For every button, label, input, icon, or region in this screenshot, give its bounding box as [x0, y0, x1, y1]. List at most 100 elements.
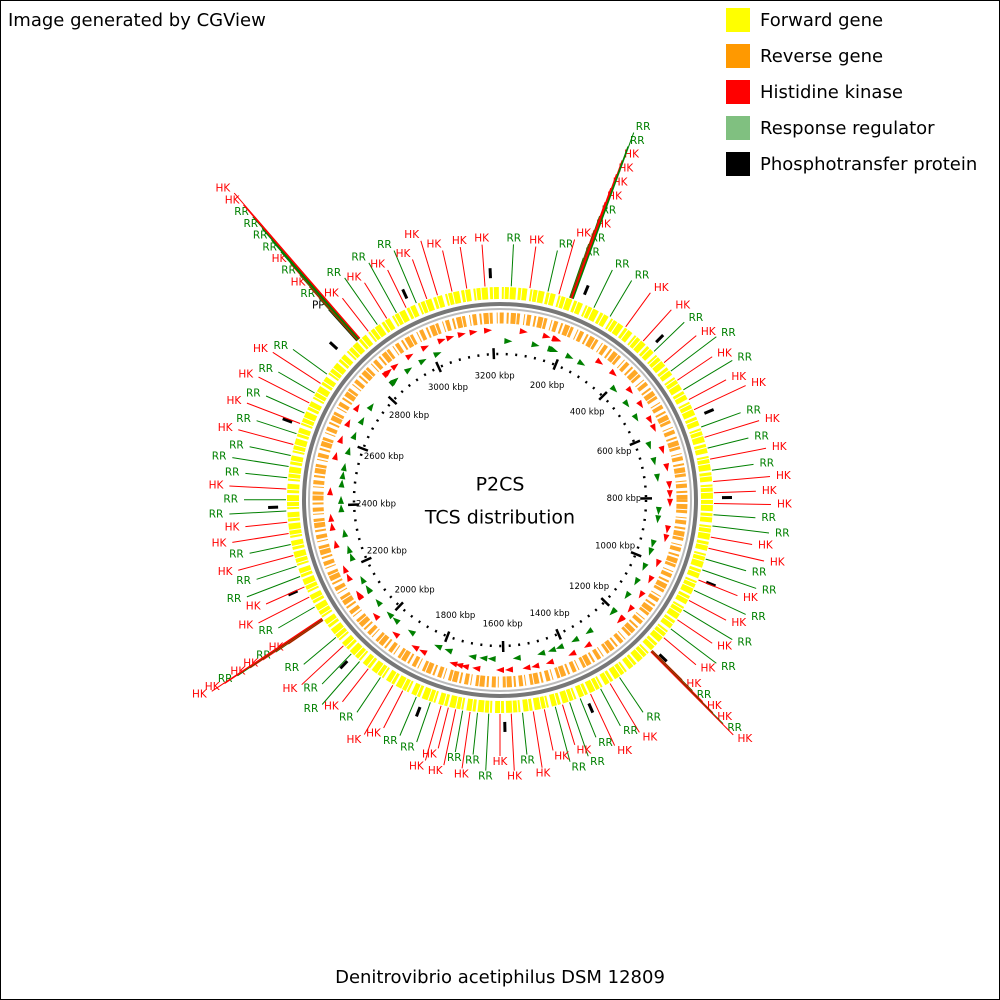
feature-label: HK — [404, 229, 420, 241]
feature-line — [321, 653, 352, 685]
feature-glyph — [627, 604, 635, 613]
feature-glyph — [667, 498, 674, 507]
feature-glyph — [665, 525, 672, 534]
feature-label: HK — [576, 228, 592, 240]
reverse-gene-track — [312, 312, 688, 688]
feature-line — [677, 619, 713, 644]
feature-line — [278, 371, 315, 394]
feature-line — [481, 244, 486, 287]
feature-glyph — [512, 654, 522, 661]
legend-swatch — [726, 44, 750, 68]
feature-line — [232, 457, 289, 468]
feature-glyph — [479, 655, 488, 662]
feature-label: HK — [554, 750, 570, 762]
feature-glyph — [350, 553, 356, 562]
feature-label: HK — [654, 282, 670, 294]
feature-label: HK — [737, 733, 753, 745]
legend-swatch — [726, 116, 750, 140]
feature-label: HK — [452, 235, 468, 247]
feature-line — [600, 688, 621, 727]
feature-line — [670, 628, 717, 664]
feature-glyph — [346, 573, 353, 583]
feature-line — [393, 250, 417, 304]
feature-line — [364, 282, 388, 319]
tick-label: 1200 kbp — [569, 582, 609, 592]
feature-line — [387, 269, 407, 308]
feature-label: RR — [761, 512, 776, 524]
feature-label: HK — [272, 253, 288, 265]
feature-label: RR — [689, 312, 704, 324]
feature-line — [711, 463, 754, 471]
feature-line — [233, 192, 361, 339]
feature-glyph — [338, 504, 345, 513]
feature-label: HK — [686, 678, 702, 690]
feature-label: RR — [281, 265, 296, 277]
feature-line — [416, 702, 431, 743]
feature-glyph — [360, 576, 367, 585]
feature-label: HK — [474, 233, 490, 245]
feature-label: RR — [212, 451, 227, 463]
feature-label: RR — [377, 239, 392, 251]
feature-glyph — [649, 423, 656, 432]
legend-swatch — [726, 152, 750, 176]
map-title: P2CS — [476, 474, 525, 496]
feature-label: RR — [636, 121, 651, 133]
legend-swatch — [726, 8, 750, 32]
backbone-inner — [308, 308, 692, 692]
feature-label: HK — [426, 239, 442, 251]
feature-label: HK — [347, 272, 363, 284]
feature-glyph — [648, 547, 655, 556]
feature-line — [238, 429, 294, 445]
feature-line — [653, 321, 685, 352]
feature-label: HK — [422, 748, 438, 760]
feature-label: RR — [400, 742, 415, 754]
tick-label: 400 kbp — [570, 407, 605, 417]
feature-line — [609, 683, 640, 733]
feature-label: RR — [256, 649, 271, 661]
feature-line — [356, 677, 381, 713]
legend-label: Reverse gene — [760, 46, 883, 67]
feature-label: RR — [246, 388, 261, 400]
feature-glyph — [445, 335, 455, 342]
feature-glyph — [636, 399, 644, 409]
feature-label: RR — [383, 735, 398, 747]
inner-tick — [360, 556, 372, 564]
feature-line — [609, 280, 633, 317]
feature-line — [663, 335, 697, 363]
feature-label: RR — [737, 637, 752, 649]
feature-label: HK — [758, 539, 774, 551]
feature-label: RR — [762, 584, 777, 596]
feature-label: RR — [630, 135, 645, 147]
feature-glyph — [594, 357, 604, 365]
feature-glyph — [663, 533, 670, 543]
tick-label: 800 kbp — [607, 494, 642, 504]
feature-line — [420, 240, 438, 296]
feature-glyph — [608, 368, 617, 377]
feature-line — [342, 297, 369, 332]
feature-line — [683, 609, 733, 641]
feature-label: HK — [624, 149, 640, 161]
feature-glyph — [328, 513, 335, 522]
feature-label: HK — [238, 368, 254, 380]
feature-line — [383, 690, 404, 729]
feature-glyph — [519, 328, 528, 335]
tick-ring — [352, 352, 648, 648]
feature-label: RR — [520, 755, 535, 767]
feature-line — [265, 586, 305, 605]
feature-label: HK — [776, 470, 792, 482]
feature-label: RR — [759, 458, 774, 470]
feature-label: RR — [285, 662, 300, 674]
inner-tick — [598, 391, 608, 401]
tick-label: 3000 kbp — [428, 383, 468, 393]
feature-label: RR — [754, 431, 769, 443]
feature-glyph — [468, 654, 477, 661]
feature-label: HK — [731, 371, 747, 383]
feature-glyph — [645, 415, 652, 424]
feature-line — [579, 698, 597, 738]
feature-glyph — [531, 341, 540, 348]
feature-glyph — [449, 661, 458, 668]
feature-label: HK — [246, 600, 262, 612]
feature-glyph — [434, 644, 443, 651]
feature-label: HK — [731, 617, 747, 629]
